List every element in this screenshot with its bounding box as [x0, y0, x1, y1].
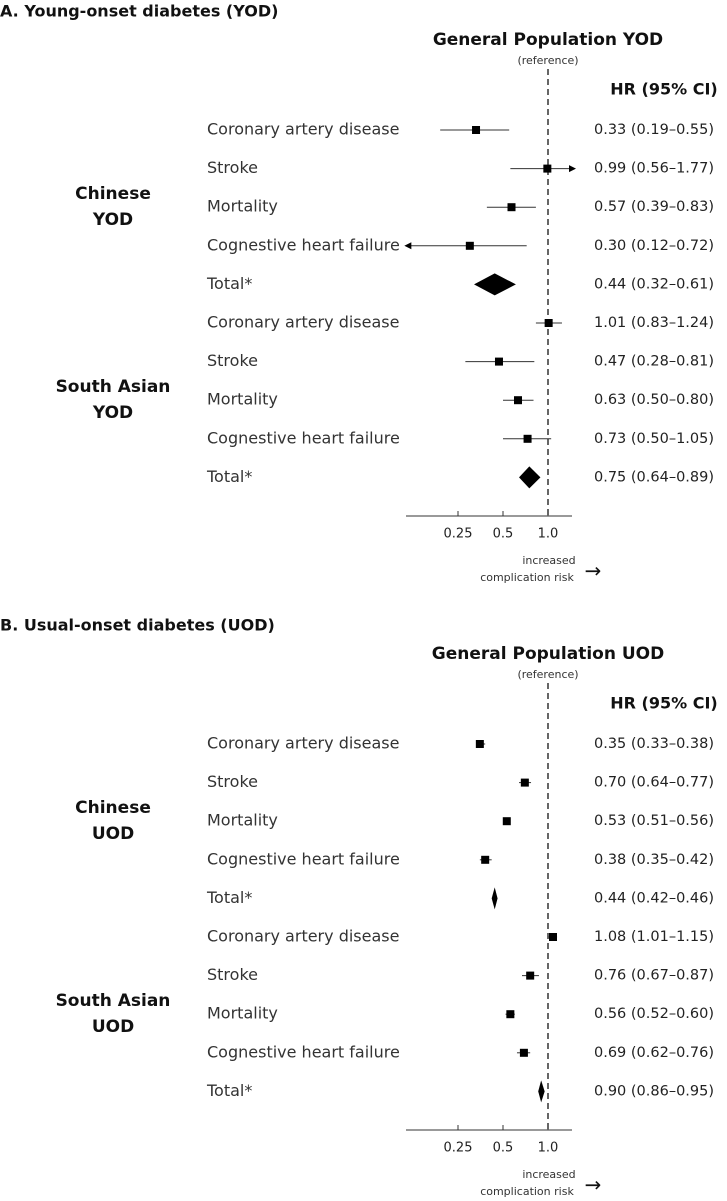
outcome-label: Mortality	[207, 390, 278, 409]
hr-ci-text: 1.01 (0.83–1.24)	[594, 315, 714, 331]
point-estimate	[475, 740, 484, 748]
right-arrow-icon: →	[585, 559, 602, 583]
hr-ci-text: 0.44 (0.42–0.46)	[594, 890, 714, 906]
hr-ci-text: 0.73 (0.50–1.05)	[594, 431, 714, 447]
outcome-label: Total*	[206, 888, 252, 907]
point-estimate	[506, 1010, 515, 1019]
point-estimate	[523, 434, 532, 443]
pooled-diamond	[474, 273, 516, 296]
point-estimate	[465, 241, 474, 250]
outcome-label: Mortality	[207, 811, 278, 830]
outcome-label: Cognestive heart failure	[207, 1042, 400, 1061]
pooled-diamond	[538, 1080, 545, 1103]
x-tick-label: 0.5	[493, 527, 514, 542]
point-estimate	[507, 203, 516, 212]
group-label-line2: YOD	[92, 210, 133, 230]
risk-note-line2: complication risk	[480, 1185, 574, 1198]
reference-label: General Population YOD	[433, 30, 663, 50]
hr-ci-text: 0.76 (0.67–0.87)	[594, 968, 714, 984]
reference-label: General Population UOD	[432, 644, 664, 664]
hr-ci-text: 0.53 (0.51–0.56)	[594, 813, 714, 829]
hr-column-header: HR (95% CI)	[610, 694, 717, 713]
hr-ci-text: 0.69 (0.62–0.76)	[594, 1045, 714, 1061]
x-tick-label: 1.0	[538, 1141, 559, 1156]
point-estimate	[519, 1048, 528, 1057]
hr-ci-text: 0.90 (0.86–0.95)	[594, 1083, 714, 1099]
outcome-label: Cognestive heart failure	[207, 849, 400, 868]
risk-note-line1: increased	[522, 1168, 575, 1181]
x-tick-label: 0.5	[493, 1141, 514, 1156]
point-estimate	[526, 971, 535, 980]
group-label-line1: Chinese	[75, 184, 151, 204]
group-label-line1: South Asian	[56, 377, 171, 397]
outcome-label: Coronary artery disease	[207, 734, 399, 753]
group-label-line1: Chinese	[75, 798, 151, 818]
forest-panel-0: A. Young-onset diabetes (YOD) General Pop…	[0, 2, 718, 585]
risk-note-line2: complication risk	[480, 571, 574, 584]
x-tick-label: 0.25	[444, 527, 473, 542]
outcome-label: Stroke	[207, 158, 258, 177]
panel-title: B. Usual-onset diabetes (UOD)	[0, 616, 275, 635]
hr-ci-text: 0.35 (0.33–0.38)	[594, 736, 714, 752]
hr-ci-text: 0.99 (0.56–1.77)	[594, 161, 714, 177]
x-tick-label: 1.0	[538, 527, 559, 542]
outcome-label: Mortality	[207, 197, 278, 216]
outcome-label: Total*	[206, 467, 252, 486]
point-estimate	[520, 778, 529, 787]
hr-ci-text: 0.30 (0.12–0.72)	[594, 238, 714, 254]
forest-panel-1: B. Usual-onset diabetes (UOD) General Pop…	[0, 616, 718, 1199]
outcome-label: Stroke	[207, 351, 258, 370]
hr-ci-text: 0.56 (0.52–0.60)	[594, 1006, 714, 1022]
outcome-label: Cognestive heart failure	[207, 235, 400, 254]
point-estimate	[543, 164, 552, 173]
hr-ci-text: 0.47 (0.28–0.81)	[594, 354, 714, 370]
outcome-label: Coronary artery disease	[207, 927, 399, 946]
group-label-line1: South Asian	[56, 991, 171, 1011]
point-estimate	[548, 933, 557, 941]
hr-ci-text: 0.38 (0.35–0.42)	[594, 852, 714, 868]
outcome-label: Cognestive heart failure	[207, 428, 400, 447]
group-label-line2: UOD	[92, 1017, 134, 1037]
x-tick-label: 0.25	[444, 1141, 473, 1156]
outcome-label: Stroke	[207, 965, 258, 984]
hr-ci-text: 0.57 (0.39–0.83)	[594, 199, 714, 215]
hr-ci-text: 0.63 (0.50–0.80)	[594, 392, 714, 408]
point-estimate	[481, 855, 490, 864]
outcome-label: Total*	[206, 1081, 252, 1100]
hr-ci-text: 0.75 (0.64–0.89)	[594, 469, 714, 485]
outcome-label: Stroke	[207, 772, 258, 791]
right-arrow-icon: →	[585, 1173, 602, 1197]
hr-column-header: HR (95% CI)	[610, 80, 717, 99]
point-estimate	[502, 817, 511, 826]
outcome-label: Mortality	[207, 1004, 278, 1023]
hr-ci-text: 0.70 (0.64–0.77)	[594, 775, 714, 791]
point-estimate	[514, 396, 523, 405]
point-estimate	[494, 357, 503, 366]
ci-arrow-left	[404, 242, 412, 250]
outcome-label: Coronary artery disease	[207, 120, 399, 139]
point-estimate	[472, 126, 481, 134]
hr-ci-text: 0.44 (0.32–0.61)	[594, 276, 714, 292]
panel-title: A. Young-onset diabetes (YOD)	[0, 2, 278, 21]
hr-ci-text: 0.33 (0.19–0.55)	[594, 122, 714, 138]
group-label-line2: YOD	[92, 403, 133, 423]
reference-note: (reference)	[517, 668, 578, 681]
group-label-line2: UOD	[92, 824, 134, 844]
reference-note: (reference)	[517, 54, 578, 67]
hr-ci-text: 1.08 (1.01–1.15)	[594, 929, 714, 945]
pooled-diamond	[491, 887, 498, 910]
ci-arrow-right	[569, 165, 576, 173]
pooled-diamond	[519, 466, 541, 489]
outcome-label: Total*	[206, 274, 252, 293]
risk-note-line1: increased	[522, 554, 575, 567]
point-estimate	[544, 319, 553, 327]
outcome-label: Coronary artery disease	[207, 313, 399, 332]
